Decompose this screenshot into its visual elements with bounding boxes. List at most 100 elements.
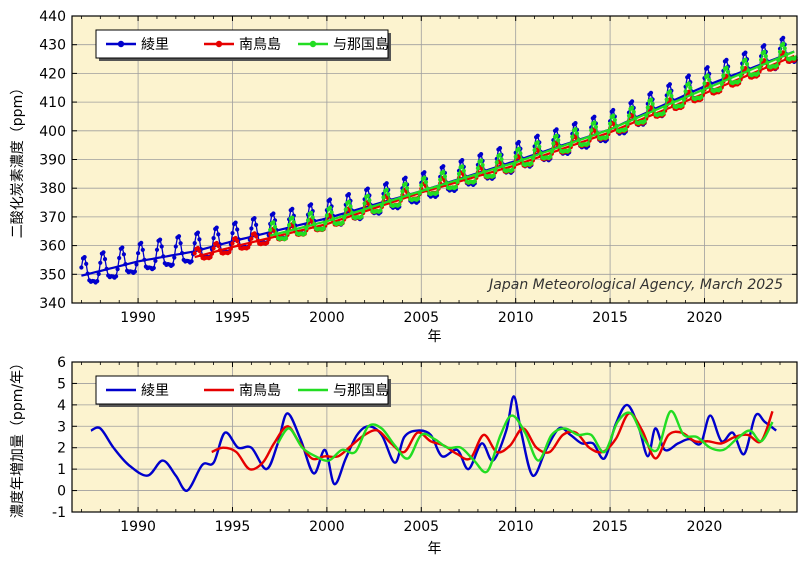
data-point	[359, 214, 364, 219]
series-layer	[79, 35, 798, 285]
data-point	[551, 141, 556, 146]
legend-label: 綾里	[141, 383, 169, 399]
data-point	[271, 220, 276, 225]
data-point	[272, 224, 278, 230]
data-point	[699, 94, 704, 100]
data-point	[573, 121, 578, 126]
data-point	[403, 181, 408, 186]
data-point	[384, 187, 389, 192]
x-tick-label: 1990	[120, 519, 156, 535]
data-point	[626, 113, 632, 118]
data-point	[324, 213, 329, 218]
data-point	[592, 120, 597, 125]
data-point	[516, 139, 521, 145]
data-point	[208, 255, 213, 260]
data-point	[670, 100, 676, 105]
data-point	[254, 234, 259, 239]
data-point	[667, 82, 673, 87]
legend-marker	[309, 40, 317, 48]
data-point	[611, 113, 616, 118]
data-point	[346, 199, 351, 204]
data-point	[441, 169, 446, 175]
data-point	[537, 144, 542, 149]
data-point	[309, 210, 314, 215]
x-tick-label: 1990	[120, 310, 156, 326]
data-point	[708, 84, 713, 89]
data-point	[664, 97, 669, 102]
data-point	[84, 261, 89, 266]
data-point	[681, 97, 687, 102]
data-point	[423, 180, 429, 185]
x-tick-label: 2015	[592, 310, 628, 326]
data-point	[497, 146, 503, 151]
data-point	[535, 133, 540, 138]
data-point	[612, 117, 617, 123]
data-point	[631, 109, 636, 114]
data-point	[463, 175, 468, 180]
data-point	[737, 79, 742, 84]
data-point	[340, 220, 345, 225]
data-point	[95, 279, 100, 284]
data-point	[312, 222, 317, 227]
data-point	[120, 245, 125, 250]
data-point	[102, 257, 108, 262]
data-point	[724, 65, 729, 70]
data-point	[159, 244, 164, 249]
x-tick-label: 2000	[309, 310, 345, 326]
y-tick-label: -1	[52, 505, 66, 521]
data-point	[702, 81, 707, 86]
data-point	[510, 167, 515, 172]
data-point	[348, 204, 353, 209]
data-point	[472, 179, 477, 184]
y-axis-label: 二酸化炭素濃度（ppm）	[10, 81, 26, 238]
data-point	[669, 93, 674, 98]
data-point	[367, 198, 372, 203]
data-point	[644, 113, 649, 118]
y-tick-label: 340	[39, 296, 66, 312]
data-point	[755, 71, 761, 76]
data-point	[436, 185, 441, 190]
y-tick-label: 370	[39, 210, 66, 226]
data-point	[216, 243, 221, 248]
data-point	[285, 230, 290, 236]
data-point	[438, 177, 443, 182]
data-point	[136, 251, 141, 256]
y-tick-label: 4	[57, 398, 66, 414]
data-point	[740, 65, 745, 70]
data-point	[178, 241, 183, 246]
legend-label: 与那国島	[333, 37, 389, 53]
data-point	[519, 157, 525, 162]
data-point	[101, 250, 106, 255]
data-point	[384, 181, 389, 186]
data-point	[474, 174, 479, 179]
data-point	[781, 35, 786, 41]
axis-ticks: 1990 1995 2000 2005 2010 2015 2020 340 350 360 370…	[39, 9, 797, 326]
data-point	[386, 192, 391, 197]
data-point	[274, 231, 279, 236]
data-point	[342, 215, 347, 220]
data-point	[633, 116, 638, 121]
series-layer	[90, 395, 777, 492]
data-point	[195, 230, 200, 235]
data-point	[460, 164, 465, 169]
data-point	[648, 90, 654, 95]
data-point	[744, 61, 750, 67]
data-point	[290, 206, 295, 211]
data-point	[606, 129, 611, 134]
y-tick-label: 6	[57, 355, 66, 371]
data-point	[227, 250, 232, 255]
data-point	[475, 166, 480, 171]
series-与那国島	[276, 410, 774, 474]
data-point	[252, 216, 257, 221]
growth-line	[90, 395, 777, 492]
data-point	[611, 107, 616, 113]
data-point	[271, 211, 276, 216]
data-point	[192, 241, 197, 246]
legend-label: 与那国島	[333, 383, 389, 399]
data-point	[378, 208, 383, 213]
data-point	[743, 50, 748, 55]
data-point	[140, 247, 145, 252]
legend: 綾里 南鳥島 与那国島	[95, 29, 391, 61]
data-point	[309, 202, 314, 207]
